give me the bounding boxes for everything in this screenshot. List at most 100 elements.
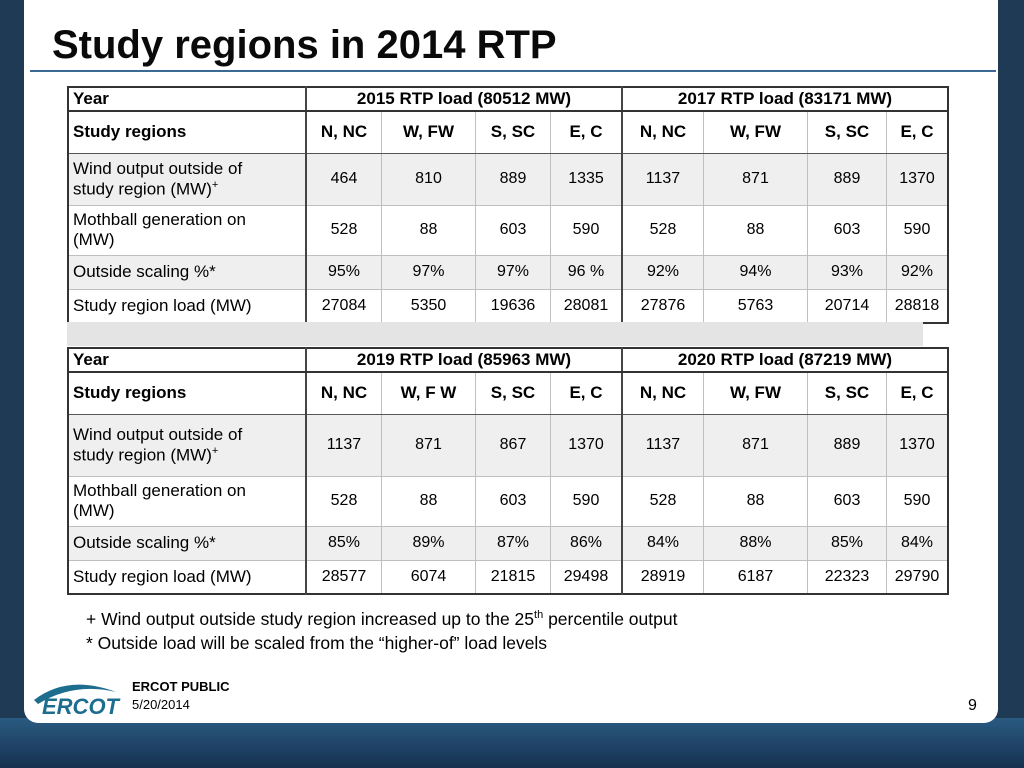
- row-label-line2: (MW): [73, 501, 115, 520]
- table-cell: 871: [381, 413, 476, 477]
- table-cell: 1370: [550, 413, 623, 477]
- table-cell: 93%: [807, 254, 887, 290]
- footnote-mark: +: [211, 444, 219, 457]
- regions-label: Study regions: [67, 371, 307, 415]
- row-label-line1: Mothball generation on: [73, 481, 246, 500]
- footer-classification: ERCOT PUBLIC: [132, 679, 230, 694]
- table-row: Wind output outside of study region (MW)+…: [67, 413, 949, 477]
- slide-frame-bottom: [0, 718, 1024, 768]
- row-label: Outside scaling %*: [67, 254, 307, 290]
- title-divider: [30, 70, 996, 72]
- row-label: Study region load (MW): [67, 288, 307, 324]
- year-label: Year: [67, 347, 307, 373]
- table-cell: 88: [703, 475, 808, 527]
- regions-label: Study regions: [67, 110, 307, 154]
- slide: Study regions in 2014 RTP Year 2015 RTP …: [24, 0, 998, 723]
- table-cell: 603: [807, 204, 887, 256]
- region-header: S, SC: [807, 110, 887, 154]
- table-cell: 85%: [305, 525, 382, 561]
- footnote-scaling: * Outside load will be scaled from the “…: [86, 632, 548, 653]
- table-cell: 28577: [305, 559, 382, 595]
- table-cell: 84%: [886, 525, 949, 561]
- table-cell: 96 %: [550, 254, 623, 290]
- table-cell: 528: [305, 475, 382, 527]
- table-cell: 871: [703, 413, 808, 477]
- table-cell: 92%: [886, 254, 949, 290]
- table-cell: 84%: [621, 525, 704, 561]
- table-cell: 28919: [621, 559, 704, 595]
- slide-title: Study regions in 2014 RTP: [52, 23, 557, 67]
- table-cell: 29790: [886, 559, 949, 595]
- table-cell: 22323: [807, 559, 887, 595]
- table-cell: 28081: [550, 288, 623, 324]
- table-cell: 528: [621, 204, 704, 256]
- table-cell: 29498: [550, 559, 623, 595]
- footnote-wind-text: + Wind output outside study region incre…: [86, 608, 535, 629]
- group-header-b: 2020 RTP load (87219 MW): [621, 347, 949, 373]
- region-header: E, C: [886, 371, 949, 415]
- footnote-wind-tail: percentile output: [543, 608, 678, 629]
- table-cell: 6074: [381, 559, 476, 595]
- table-cell: 590: [886, 475, 949, 527]
- region-header: S, SC: [807, 371, 887, 415]
- table-cell: 27876: [621, 288, 704, 324]
- table-row: Study region load (MW) 28577 6074 21815 …: [67, 559, 949, 595]
- table-cell: 88: [381, 475, 476, 527]
- table-cell: 86%: [550, 525, 623, 561]
- table-cell: 87%: [475, 525, 551, 561]
- region-header: W, FW: [703, 110, 808, 154]
- row-label-line1: Wind output outside of: [73, 158, 243, 178]
- row-label-line1: Mothball generation on: [73, 210, 246, 229]
- region-header: E, C: [550, 371, 623, 415]
- table-cell: 1137: [621, 152, 704, 206]
- table-cell: 603: [807, 475, 887, 527]
- table-cell: 1370: [886, 413, 949, 477]
- region-header: N, NC: [621, 110, 704, 154]
- table-cell: 590: [886, 204, 949, 256]
- row-label-line2: study region (MW): [73, 445, 212, 465]
- year-label: Year: [67, 86, 307, 112]
- footnote-mark: +: [211, 178, 219, 191]
- table-cell: 92%: [621, 254, 704, 290]
- region-header: W, FW: [381, 110, 476, 154]
- row-label: Wind output outside of study region (MW)+: [67, 413, 307, 477]
- table-row: Mothball generation on (MW) 528 88 603 59…: [67, 475, 949, 527]
- table-cell: 528: [621, 475, 704, 527]
- table-cell: 889: [807, 152, 887, 206]
- table-cell: 1370: [886, 152, 949, 206]
- group-header-b: 2017 RTP load (83171 MW): [621, 86, 949, 112]
- table-cell: 88%: [703, 525, 808, 561]
- table-cell: 88: [703, 204, 808, 256]
- table-cell: 867: [475, 413, 551, 477]
- group-header-a: 2019 RTP load (85963 MW): [305, 347, 623, 373]
- table-cell: 20714: [807, 288, 887, 324]
- footnote-superscript: th: [534, 609, 544, 621]
- table-cell: 6187: [703, 559, 808, 595]
- region-header: E, C: [550, 110, 623, 154]
- table-cell: 590: [550, 475, 623, 527]
- row-label: Study region load (MW): [67, 559, 307, 595]
- logo-wordmark: ERCOT: [42, 694, 121, 718]
- table-cell: 85%: [807, 525, 887, 561]
- table-cell: 94%: [703, 254, 808, 290]
- footer-date: 5/20/2014: [132, 697, 190, 712]
- region-header: E, C: [886, 110, 949, 154]
- rtp-table-2019-2020: Year 2019 RTP load (85963 MW) 2020 RTP l…: [67, 347, 949, 595]
- table-cell: 27084: [305, 288, 382, 324]
- table-header-row: Year 2019 RTP load (85963 MW) 2020 RTP l…: [67, 347, 949, 373]
- footnote-wind: + Wind output outside study region incre…: [86, 603, 677, 631]
- table-cell: 5763: [703, 288, 808, 324]
- rtp-table-2015-2017: Year 2015 RTP load (80512 MW) 2017 RTP l…: [67, 86, 949, 324]
- footnotes: + Wind output outside study region incre…: [86, 603, 677, 655]
- table-cell: 889: [807, 413, 887, 477]
- table-cell: 590: [550, 204, 623, 256]
- table-cell: 1137: [621, 413, 704, 477]
- table-cell: 5350: [381, 288, 476, 324]
- row-label: Outside scaling %*: [67, 525, 307, 561]
- table-separator: [67, 322, 923, 346]
- region-header: N, NC: [305, 371, 382, 415]
- row-label-line1: Wind output outside of: [73, 424, 243, 444]
- table-cell: 97%: [381, 254, 476, 290]
- table-row: Mothball generation on (MW) 528 88 603 59…: [67, 204, 949, 256]
- table-header-row: Year 2015 RTP load (80512 MW) 2017 RTP l…: [67, 86, 949, 112]
